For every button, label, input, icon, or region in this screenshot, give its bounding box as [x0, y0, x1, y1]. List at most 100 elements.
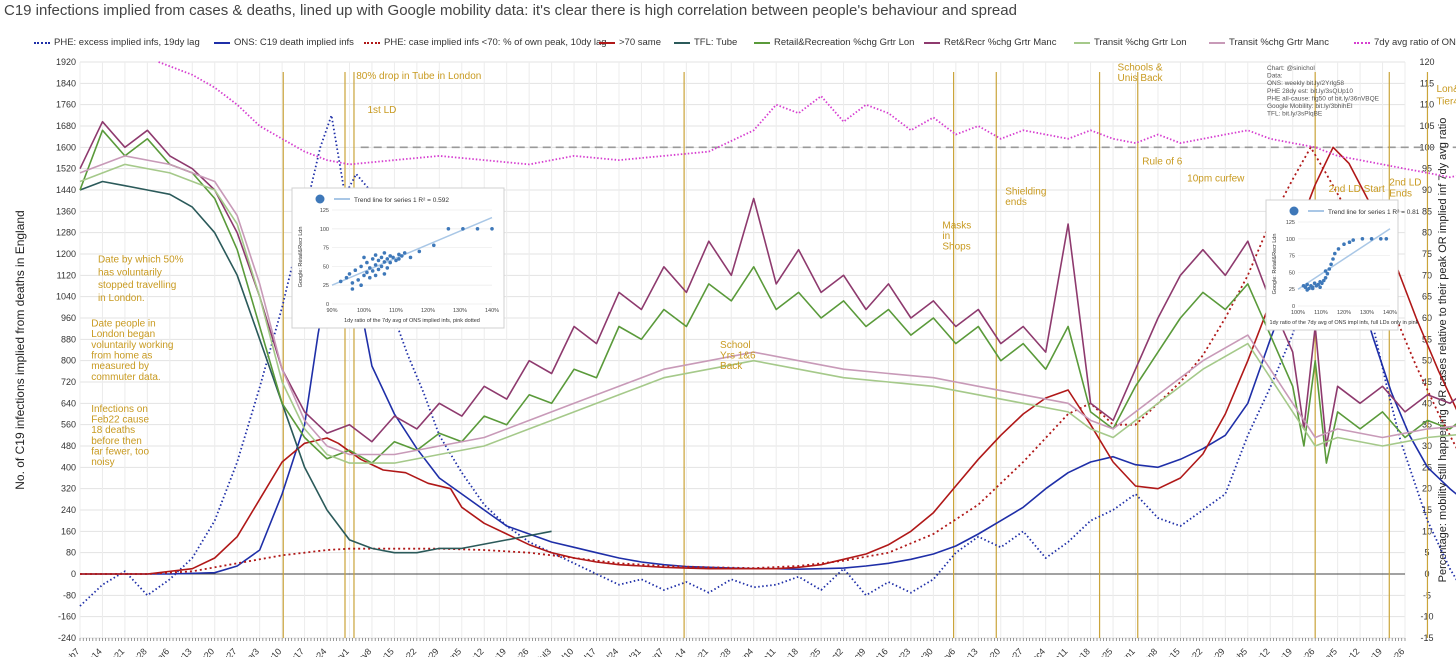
inset-point — [373, 253, 378, 257]
annotation-label: Feb22 cause — [91, 415, 149, 426]
series-line — [80, 226, 1456, 575]
x-tick-label: Dec11 — [1045, 646, 1070, 657]
legend-swatch — [599, 41, 615, 44]
inset-point — [391, 255, 395, 260]
source-note-line: Chart: @sinichol — [1267, 65, 1315, 72]
series-line — [158, 61, 1456, 179]
x-tick-label: May15 — [370, 646, 396, 657]
legend-item: 7dy avg ratio of ONS implied infs — [1354, 37, 1456, 48]
inset-point — [359, 264, 363, 269]
y-tick-label: 880 — [61, 334, 76, 344]
x-tick-label: Mar5 — [1317, 646, 1339, 657]
x-tick-label: Nov13 — [954, 646, 979, 657]
annotation-label: Unis Back — [1118, 73, 1164, 84]
inset-x-axis-title: 1dy ratio of the 7dy avg of ONS implied … — [344, 318, 480, 324]
x-tick-label: Apr10 — [259, 646, 283, 657]
legend-item: Transit %chg Grtr Lon — [1074, 37, 1187, 48]
inset-y-tick-label: 100 — [1286, 237, 1295, 243]
y-tick-label: 800 — [61, 356, 76, 366]
y-tick-label: 1600 — [56, 142, 76, 152]
annotation-label: 18 deaths — [91, 425, 135, 436]
annotation-label: Lon&SE — [1436, 84, 1456, 95]
x-tick-label: Jun19 — [484, 646, 508, 657]
inset-point — [382, 251, 387, 255]
x-tick-label: May1 — [328, 646, 351, 657]
y-tick-label: -240 — [58, 633, 76, 643]
y-tick-label: 1360 — [56, 206, 76, 216]
y-tick-label: 1680 — [56, 121, 76, 131]
y-tick-label: 960 — [61, 313, 76, 323]
annotation-label: London began — [91, 329, 155, 340]
x-tick-label: Oct9 — [847, 646, 868, 657]
x-tick-label: Dec18 — [1067, 646, 1092, 657]
y-tick-label: 1280 — [56, 228, 76, 238]
inset-y-tick-label: 75 — [1289, 254, 1295, 260]
legend-label: TFL: Tube — [694, 37, 738, 48]
inset-point — [382, 272, 387, 276]
x-tick-label: Oct23 — [888, 646, 912, 657]
inset-x-tick-label: 140% — [485, 308, 499, 314]
legend-swatch — [924, 41, 940, 44]
annotation-label: 1st LD — [367, 105, 396, 116]
x-tick-label: Sep4 — [733, 646, 755, 657]
inset-legend-marker — [1289, 206, 1299, 216]
legend-label: 7dy avg ratio of ONS implied infs — [1374, 37, 1456, 48]
inset-point — [350, 287, 355, 291]
x-tick-label: Jan29 — [1202, 646, 1226, 657]
inset-legend-label: Trend line for series 1 R² = 0.81 — [1328, 209, 1420, 216]
x-tick-label: Oct30 — [911, 646, 935, 657]
inset-trend-line — [331, 216, 493, 286]
inset-point — [1331, 257, 1335, 261]
annotation-label: has voluntarily — [98, 267, 162, 278]
inset-point — [370, 257, 375, 261]
annotation-label: stopped travelling — [98, 280, 176, 291]
x-tick-label: Jun5 — [442, 646, 463, 657]
inset-y-tick-label: 50 — [1289, 270, 1295, 276]
inset-point — [344, 275, 349, 280]
inset-point — [368, 275, 372, 280]
legend-item: PHE: excess implied infs, 19dy lag — [34, 37, 200, 48]
x-tick-label: Oct2 — [824, 646, 845, 657]
inset-point — [359, 283, 363, 288]
annotation-label: in London. — [98, 293, 145, 304]
inset-point — [408, 255, 413, 260]
x-tick-label: Feb12 — [1247, 646, 1272, 657]
inset-point — [368, 266, 372, 270]
inset-x-tick-label: 100% — [1291, 310, 1305, 316]
annotation-label: Back — [720, 361, 743, 372]
inset-x-tick-label: 140% — [1383, 310, 1397, 316]
x-tick-label: Dec25 — [1089, 646, 1114, 657]
legend-swatch — [1354, 41, 1370, 44]
legend-item: ONS: C19 death implied infs — [214, 37, 354, 48]
series-line — [79, 129, 1456, 464]
x-tick-label: Oct16 — [866, 646, 890, 657]
y-tick-label: 640 — [61, 398, 76, 408]
inset-point — [376, 267, 381, 272]
x-tick-label: May8 — [351, 646, 374, 657]
series-line — [79, 114, 1456, 607]
x-tick-label: Mar27 — [214, 646, 239, 657]
annotation-label: measured by — [91, 361, 149, 372]
annotation-label: School — [720, 340, 751, 351]
legend-label: PHE: excess implied infs, 19dy lag — [54, 37, 200, 48]
source-note-line: Google Mobility: bit.ly/3bhihEI — [1267, 103, 1353, 110]
y2-tick-label: 120 — [1419, 57, 1434, 67]
annotation-label: before then — [91, 436, 142, 447]
legend-swatch — [34, 41, 50, 44]
inset-x-axis-title: 1dy ratio of the 7dy avg of ONS impl inf… — [1270, 320, 1419, 326]
annotation-label: Infections on — [91, 404, 148, 415]
inset-point — [417, 249, 422, 254]
inset-point — [347, 272, 352, 276]
inset-point — [475, 227, 480, 231]
inset-point — [1322, 278, 1326, 283]
inset-x-tick-label: 110% — [389, 308, 403, 314]
x-tick-label: Aug14 — [662, 646, 687, 657]
y-tick-label: 1440 — [56, 185, 76, 195]
inset-point — [394, 258, 398, 263]
inset-point — [1342, 242, 1346, 246]
x-tick-label: Jun12 — [461, 646, 485, 657]
x-tick-label: Sep11 — [753, 646, 778, 657]
inset-x-tick-label: 110% — [1314, 310, 1328, 316]
x-tick-label: Nov27 — [999, 646, 1024, 657]
